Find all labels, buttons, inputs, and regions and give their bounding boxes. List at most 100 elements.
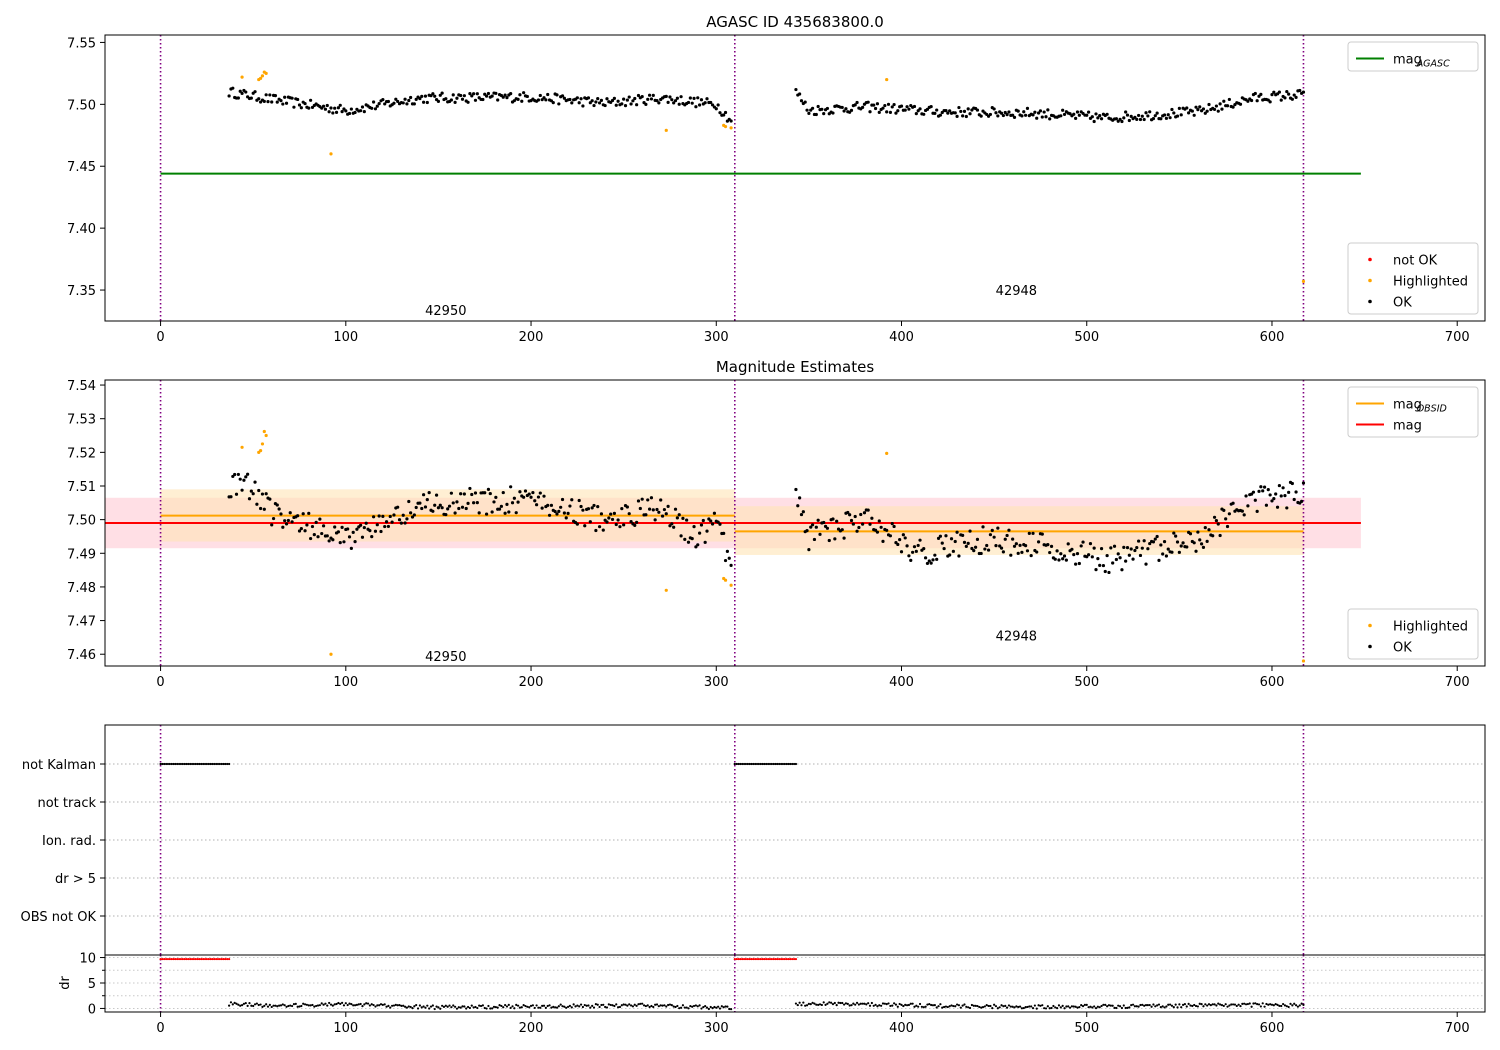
data-point xyxy=(903,536,907,540)
data-point xyxy=(233,472,237,477)
data-point xyxy=(568,97,572,102)
data-point xyxy=(452,1004,455,1007)
data-point xyxy=(1153,114,1157,118)
data-point xyxy=(555,512,559,516)
data-point xyxy=(359,109,363,113)
x-tick-label: 700 xyxy=(1445,330,1470,345)
data-point xyxy=(394,97,398,101)
data-point xyxy=(696,1005,699,1008)
flag-point xyxy=(161,762,164,766)
data-point xyxy=(314,520,318,524)
flag-point xyxy=(159,762,162,766)
data-point xyxy=(523,489,528,493)
flag-point xyxy=(215,762,218,766)
data-point xyxy=(1040,532,1044,536)
data-point xyxy=(1016,551,1020,555)
data-point xyxy=(368,1004,371,1007)
data-point xyxy=(1198,538,1202,542)
data-point xyxy=(1301,90,1306,94)
data-point xyxy=(266,1005,270,1008)
data-point xyxy=(666,504,670,509)
data-point xyxy=(722,113,726,117)
data-point xyxy=(1005,112,1009,117)
data-point xyxy=(1198,1002,1201,1005)
data-point xyxy=(1120,568,1124,572)
data-point xyxy=(579,97,583,101)
legend-label-subscript: AGASC xyxy=(1416,59,1450,70)
data-point xyxy=(816,518,820,522)
data-point xyxy=(1109,546,1113,550)
data-point xyxy=(231,1003,234,1006)
data-point xyxy=(1272,497,1276,501)
data-point xyxy=(1216,522,1220,526)
data-point xyxy=(915,1004,918,1007)
data-point xyxy=(1133,1005,1137,1008)
data-point xyxy=(638,506,642,511)
data-point xyxy=(677,102,681,106)
data-point xyxy=(514,511,518,515)
data-point xyxy=(370,1003,373,1006)
data-point xyxy=(248,1002,251,1005)
data-point xyxy=(309,98,313,102)
data-point xyxy=(617,1006,620,1009)
flag-point xyxy=(791,762,794,766)
data-point xyxy=(560,94,565,98)
data-point xyxy=(857,525,861,530)
data-point xyxy=(999,546,1004,550)
data-point xyxy=(917,1005,920,1008)
data-point xyxy=(488,491,492,496)
data-point xyxy=(1179,113,1183,117)
data-point xyxy=(1072,1005,1075,1008)
data-point xyxy=(403,1005,407,1008)
data-point xyxy=(374,1005,377,1008)
data-point xyxy=(1055,549,1059,553)
data-point xyxy=(1204,1003,1207,1006)
data-point xyxy=(668,1003,672,1006)
data-point xyxy=(216,957,220,961)
data-point xyxy=(1015,1005,1018,1008)
data-point xyxy=(1181,1003,1185,1006)
data-point xyxy=(170,957,173,961)
data-point xyxy=(1035,1007,1038,1010)
data-point xyxy=(581,104,585,108)
data-point xyxy=(870,516,874,520)
data-point xyxy=(489,1007,492,1010)
obsid-label: 42948 xyxy=(996,630,1037,645)
data-point xyxy=(528,1006,531,1009)
data-point xyxy=(475,501,479,505)
data-point xyxy=(839,1001,842,1005)
data-point xyxy=(253,90,257,94)
data-point xyxy=(1255,509,1259,513)
data-point xyxy=(274,1004,277,1007)
data-point xyxy=(1222,1004,1225,1008)
data-point xyxy=(1291,1004,1294,1007)
data-point xyxy=(1198,105,1202,109)
data-point xyxy=(918,107,922,111)
data-point xyxy=(694,545,698,549)
data-point xyxy=(849,518,854,523)
legend-box xyxy=(1347,41,1479,72)
data-point xyxy=(1048,550,1052,555)
data-point xyxy=(441,1004,444,1007)
data-point xyxy=(349,546,353,550)
data-point xyxy=(487,1004,490,1008)
data-point xyxy=(609,1003,612,1007)
data-point xyxy=(196,957,199,961)
legend-point-swatch xyxy=(1368,257,1372,262)
data-point xyxy=(1177,106,1181,110)
data-point xyxy=(686,100,691,105)
data-point xyxy=(618,525,622,529)
data-point xyxy=(1259,485,1263,489)
data-point xyxy=(801,510,805,514)
data-point xyxy=(327,110,331,114)
data-point xyxy=(752,957,755,961)
flag-point xyxy=(754,762,757,766)
data-point xyxy=(898,1002,901,1006)
data-point xyxy=(339,1002,342,1005)
data-point xyxy=(1080,1004,1083,1007)
data-point xyxy=(464,506,468,511)
data-point xyxy=(288,511,292,515)
data-point xyxy=(1083,1003,1086,1006)
